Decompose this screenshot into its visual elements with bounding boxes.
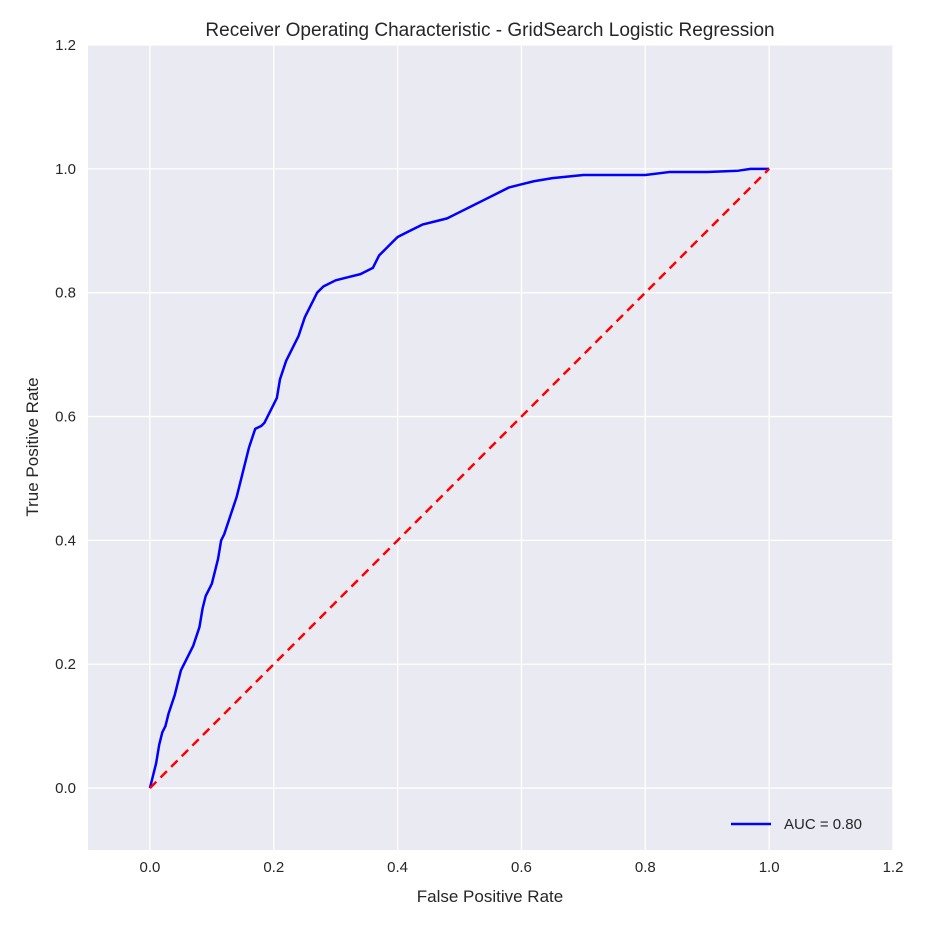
y-tick-label: 0.2 xyxy=(55,656,76,673)
legend: AUC = 0.80 xyxy=(731,816,862,833)
legend-label-auc: AUC = 0.80 xyxy=(784,816,862,833)
y-tick-label: 0.6 xyxy=(55,409,76,426)
x-axis-label: False Positive Rate xyxy=(417,887,563,906)
x-tick-label: 0.8 xyxy=(635,859,656,876)
y-tick-label: 1.0 xyxy=(55,161,76,178)
y-axis-label: True Positive Rate xyxy=(23,377,42,516)
chart-title: Receiver Operating Characteristic - Grid… xyxy=(205,20,774,41)
series-layer xyxy=(148,167,771,789)
y-tick-label: 0.8 xyxy=(55,285,76,302)
x-tick-label: 0.2 xyxy=(263,859,284,876)
x-tick-label: 1.0 xyxy=(759,859,780,876)
x-tick-label: 0.4 xyxy=(387,859,408,876)
x-tick-label: 0.0 xyxy=(139,859,160,876)
x-tick-label: 1.2 xyxy=(883,859,904,876)
y-tick-labels: 0.0 0.2 0.4 0.6 0.8 1.0 1.2 xyxy=(55,37,76,797)
diagonal-reference-line xyxy=(149,167,771,789)
y-tick-label: 0.4 xyxy=(55,532,76,549)
x-tick-labels: 0.0 0.2 0.4 0.6 0.8 1.0 1.2 xyxy=(139,859,903,876)
y-tick-label: 0.0 xyxy=(55,780,76,797)
x-tick-label: 0.6 xyxy=(511,859,532,876)
roc-curve-line xyxy=(148,167,770,789)
y-tick-label: 1.2 xyxy=(55,37,76,54)
grid-lines xyxy=(88,44,894,850)
